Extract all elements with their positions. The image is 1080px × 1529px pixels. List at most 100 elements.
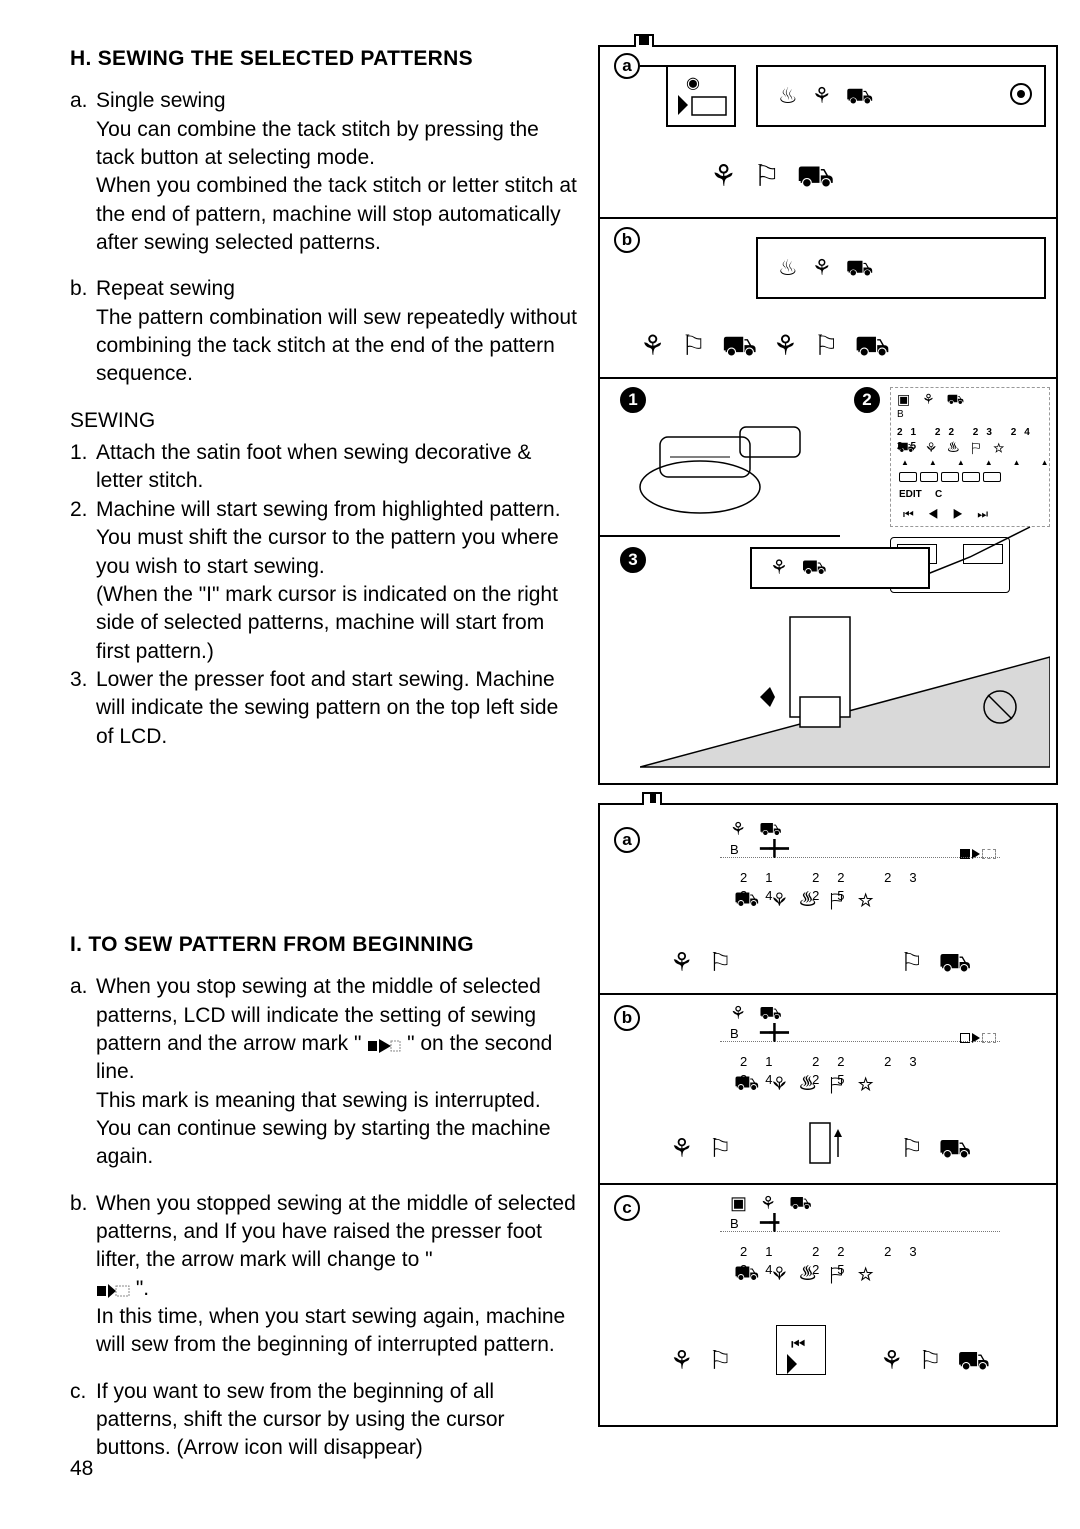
- presser-foot-sketch: [640, 597, 1050, 777]
- callout-ic: c: [614, 1195, 640, 1221]
- pattern-row-2: ⚘ ⚐ ⛟ ⚘ ⚐ ⛟: [640, 327, 894, 365]
- row-b-left: ⚘ ⚐: [670, 1131, 736, 1166]
- label-ic: c.: [70, 1378, 96, 1463]
- label-a: a.: [70, 87, 96, 257]
- lcd-a-bl: B: [730, 841, 739, 859]
- callout-1: 1: [620, 387, 646, 413]
- label-ia: a.: [70, 973, 96, 1171]
- item-ic-p1: If you want to sew from the beginning of…: [96, 1378, 580, 1463]
- edit-label: EDIT: [899, 488, 922, 502]
- item-ib-p1: When you stopped sewing at the middle of…: [96, 1192, 576, 1272]
- divider-b1: [600, 993, 1056, 995]
- divider-b2: [600, 1183, 1056, 1185]
- item-b-p1: The pattern combination will sew repeate…: [96, 304, 580, 389]
- num-3: 3.: [70, 666, 96, 751]
- callout-a: a: [614, 53, 640, 79]
- lcd-top-glyphs: ▣ ⚘ ⛟: [897, 390, 968, 409]
- row-b-right: ⚐ ⛟: [900, 1131, 975, 1166]
- row-c-right: ⚘ ⚐ ⛟: [880, 1343, 994, 1378]
- lcd-glyphs-row: ⛟ ⚘ ♨ ⚐ ☆: [897, 438, 1009, 457]
- lcd-b: ⚘ ⛟ B ━╋━ 21 22 23 24 25 ⛟ ⚘ ♨ ⚐ ☆: [720, 1001, 1000, 1115]
- circle-dot-icon: [1010, 83, 1032, 105]
- right-column: a ◉ ♨ ⚘ ⛟ ⚘ ⚐ ⛟ b ♨ ⚘ ⛟ ⚘ ⚐ ⛟ ⚘ ⚐ ⛟ 1 2: [598, 45, 1058, 1481]
- arrow-to-lcd-icon: [910, 517, 1050, 607]
- lcd-bl: B: [897, 408, 904, 422]
- panel-a-left: ◉: [666, 65, 736, 127]
- row-c-left: ⚘ ⚐: [670, 1343, 736, 1378]
- sewing-2-text: Machine will start sewing from highlight…: [96, 498, 561, 578]
- callout-ia: a: [614, 827, 640, 853]
- panel-3: ⚘ ⛟: [750, 547, 930, 589]
- arrow-dashed-icon: [96, 1280, 130, 1298]
- triangle-row: ▲▲▲▲▲▲: [901, 458, 1069, 469]
- sewing-3-text: Lower the presser foot and start sewing.…: [96, 666, 580, 751]
- sewing-3: 3. Lower the presser foot and start sewi…: [70, 666, 580, 751]
- section-i: I. TO SEW PATTERN FROM BEGINNING a. When…: [70, 931, 580, 1463]
- item-ia-p2: This mark is meaning that sewing is inte…: [96, 1087, 580, 1172]
- item-ib: b. When you stopped sewing at the middle…: [70, 1190, 580, 1360]
- arrow-solid-icon: [367, 1035, 401, 1053]
- section-i-title: I. TO SEW PATTERN FROM BEGINNING: [70, 931, 580, 959]
- section-h: H. SEWING THE SELECTED PATTERNS a. Singl…: [70, 45, 580, 751]
- item-ia: a. When you stop sewing at the middle of…: [70, 973, 580, 1171]
- divider-3: [600, 535, 840, 537]
- panel-b: ♨ ⚘ ⛟: [756, 237, 1046, 299]
- lcd-a: ⚘ ⛟ B ━╋━ 21 22 23 24 25 ⛟ ⚘ ♨ ⚐ ☆: [720, 817, 1000, 931]
- tab-fill-icon: [639, 36, 649, 45]
- lcd-b-bl: B: [730, 1025, 739, 1043]
- figure-i: a ⚘ ⛟ B ━╋━ 21 22 23 24 25 ⛟ ⚘ ♨ ⚐ ☆ ⚘ ⚐…: [598, 803, 1058, 1427]
- label-b: b.: [70, 275, 96, 388]
- callout-ib: b: [614, 1005, 640, 1031]
- lcd-c: ▣ ⚘ ⛟ B ━╋ 21 22 23 24 25 ⛟ ⚘ ♨ ⚐ ☆: [720, 1191, 1000, 1305]
- page: H. SEWING THE SELECTED PATTERNS a. Singl…: [0, 0, 1080, 1511]
- figure-h: a ◉ ♨ ⚘ ⛟ ⚘ ⚐ ⛟ b ♨ ⚘ ⛟ ⚘ ⚐ ⛟ ⚘ ⚐ ⛟ 1 2: [598, 45, 1058, 785]
- satin-foot-sketch: [630, 407, 830, 527]
- row-a-right: ⚐ ⛟: [900, 945, 975, 980]
- left-column: H. SEWING THE SELECTED PATTERNS a. Singl…: [70, 45, 580, 1481]
- dotted-line-c: [720, 1231, 1000, 1232]
- foot-lift-icon: [790, 1115, 860, 1175]
- num-2: 2.: [70, 496, 96, 666]
- cursor-arrow-icon: [781, 1350, 823, 1374]
- pattern-glyphs: ♨ ⚘ ⛟: [778, 81, 877, 111]
- item-ic: c. If you want to sew from the beginning…: [70, 1378, 580, 1463]
- lcd-panel: ▣ ⚘ ⛟ B 21 22 23 24 25 ⛟ ⚘ ♨ ⚐ ☆ ▲▲▲▲▲▲ …: [890, 387, 1050, 527]
- panel-a-right: ♨ ⚘ ⛟: [756, 65, 1046, 127]
- divider-2: [600, 377, 1056, 379]
- lcd-c-glyphs: ⛟ ⚘ ♨ ⚐ ☆: [734, 1261, 879, 1288]
- button-row: [899, 472, 1001, 482]
- sewing-1: 1. Attach the satin foot when sewing dec…: [70, 439, 580, 496]
- dotted-line-b: [720, 1041, 1000, 1042]
- item-b: b. Repeat sewing The pattern combination…: [70, 275, 580, 388]
- label-ib: b.: [70, 1190, 96, 1360]
- cursor-box: ⏮: [776, 1325, 826, 1375]
- pattern-row-1: ⚘ ⚐ ⛟: [710, 157, 838, 198]
- lcd-b-glyphs: ⛟ ⚘ ♨ ⚐ ☆: [734, 1071, 879, 1098]
- item-ib-p2: In this time, when you start sewing agai…: [96, 1303, 580, 1360]
- item-b-title: Repeat sewing: [96, 275, 580, 303]
- item-a-p2: When you combined the tack stitch or let…: [96, 172, 580, 257]
- row-a-left: ⚘ ⚐: [670, 945, 736, 980]
- page-number: 48: [70, 1455, 93, 1483]
- lcd-a-glyphs: ⛟ ⚘ ♨ ⚐ ☆: [734, 887, 879, 914]
- lcd-a-top: ⚘ ⛟: [730, 817, 786, 841]
- num-1: 1.: [70, 439, 96, 496]
- lcd-b-top: ⚘ ⛟: [730, 1001, 786, 1025]
- callout-2: 2: [854, 387, 880, 413]
- dotted-line: [720, 857, 1000, 858]
- sewing-title: SEWING: [70, 407, 580, 435]
- panel-3-glyphs: ⚘ ⛟: [770, 555, 831, 582]
- arrow-box-icon: [674, 91, 730, 121]
- item-a-p1: You can combine the tack stitch by press…: [96, 116, 580, 173]
- pattern-glyphs-b: ♨ ⚘ ⛟: [778, 253, 877, 283]
- item-a: a. Single sewing You can combine the tac…: [70, 87, 580, 257]
- tab-fill-icon-2: [650, 794, 656, 803]
- arrow-solid-a: [960, 839, 996, 867]
- section-h-title: H. SEWING THE SELECTED PATTERNS: [70, 45, 580, 73]
- lcd-c-top: ▣ ⚘ ⛟: [730, 1191, 816, 1215]
- item-a-title: Single sewing: [96, 87, 580, 115]
- divider: [600, 217, 1056, 219]
- item-ib-p1b: ".: [130, 1277, 149, 1300]
- sewing-2: 2. Machine will start sewing from highli…: [70, 496, 580, 666]
- lcd-c-bl: B: [730, 1215, 739, 1233]
